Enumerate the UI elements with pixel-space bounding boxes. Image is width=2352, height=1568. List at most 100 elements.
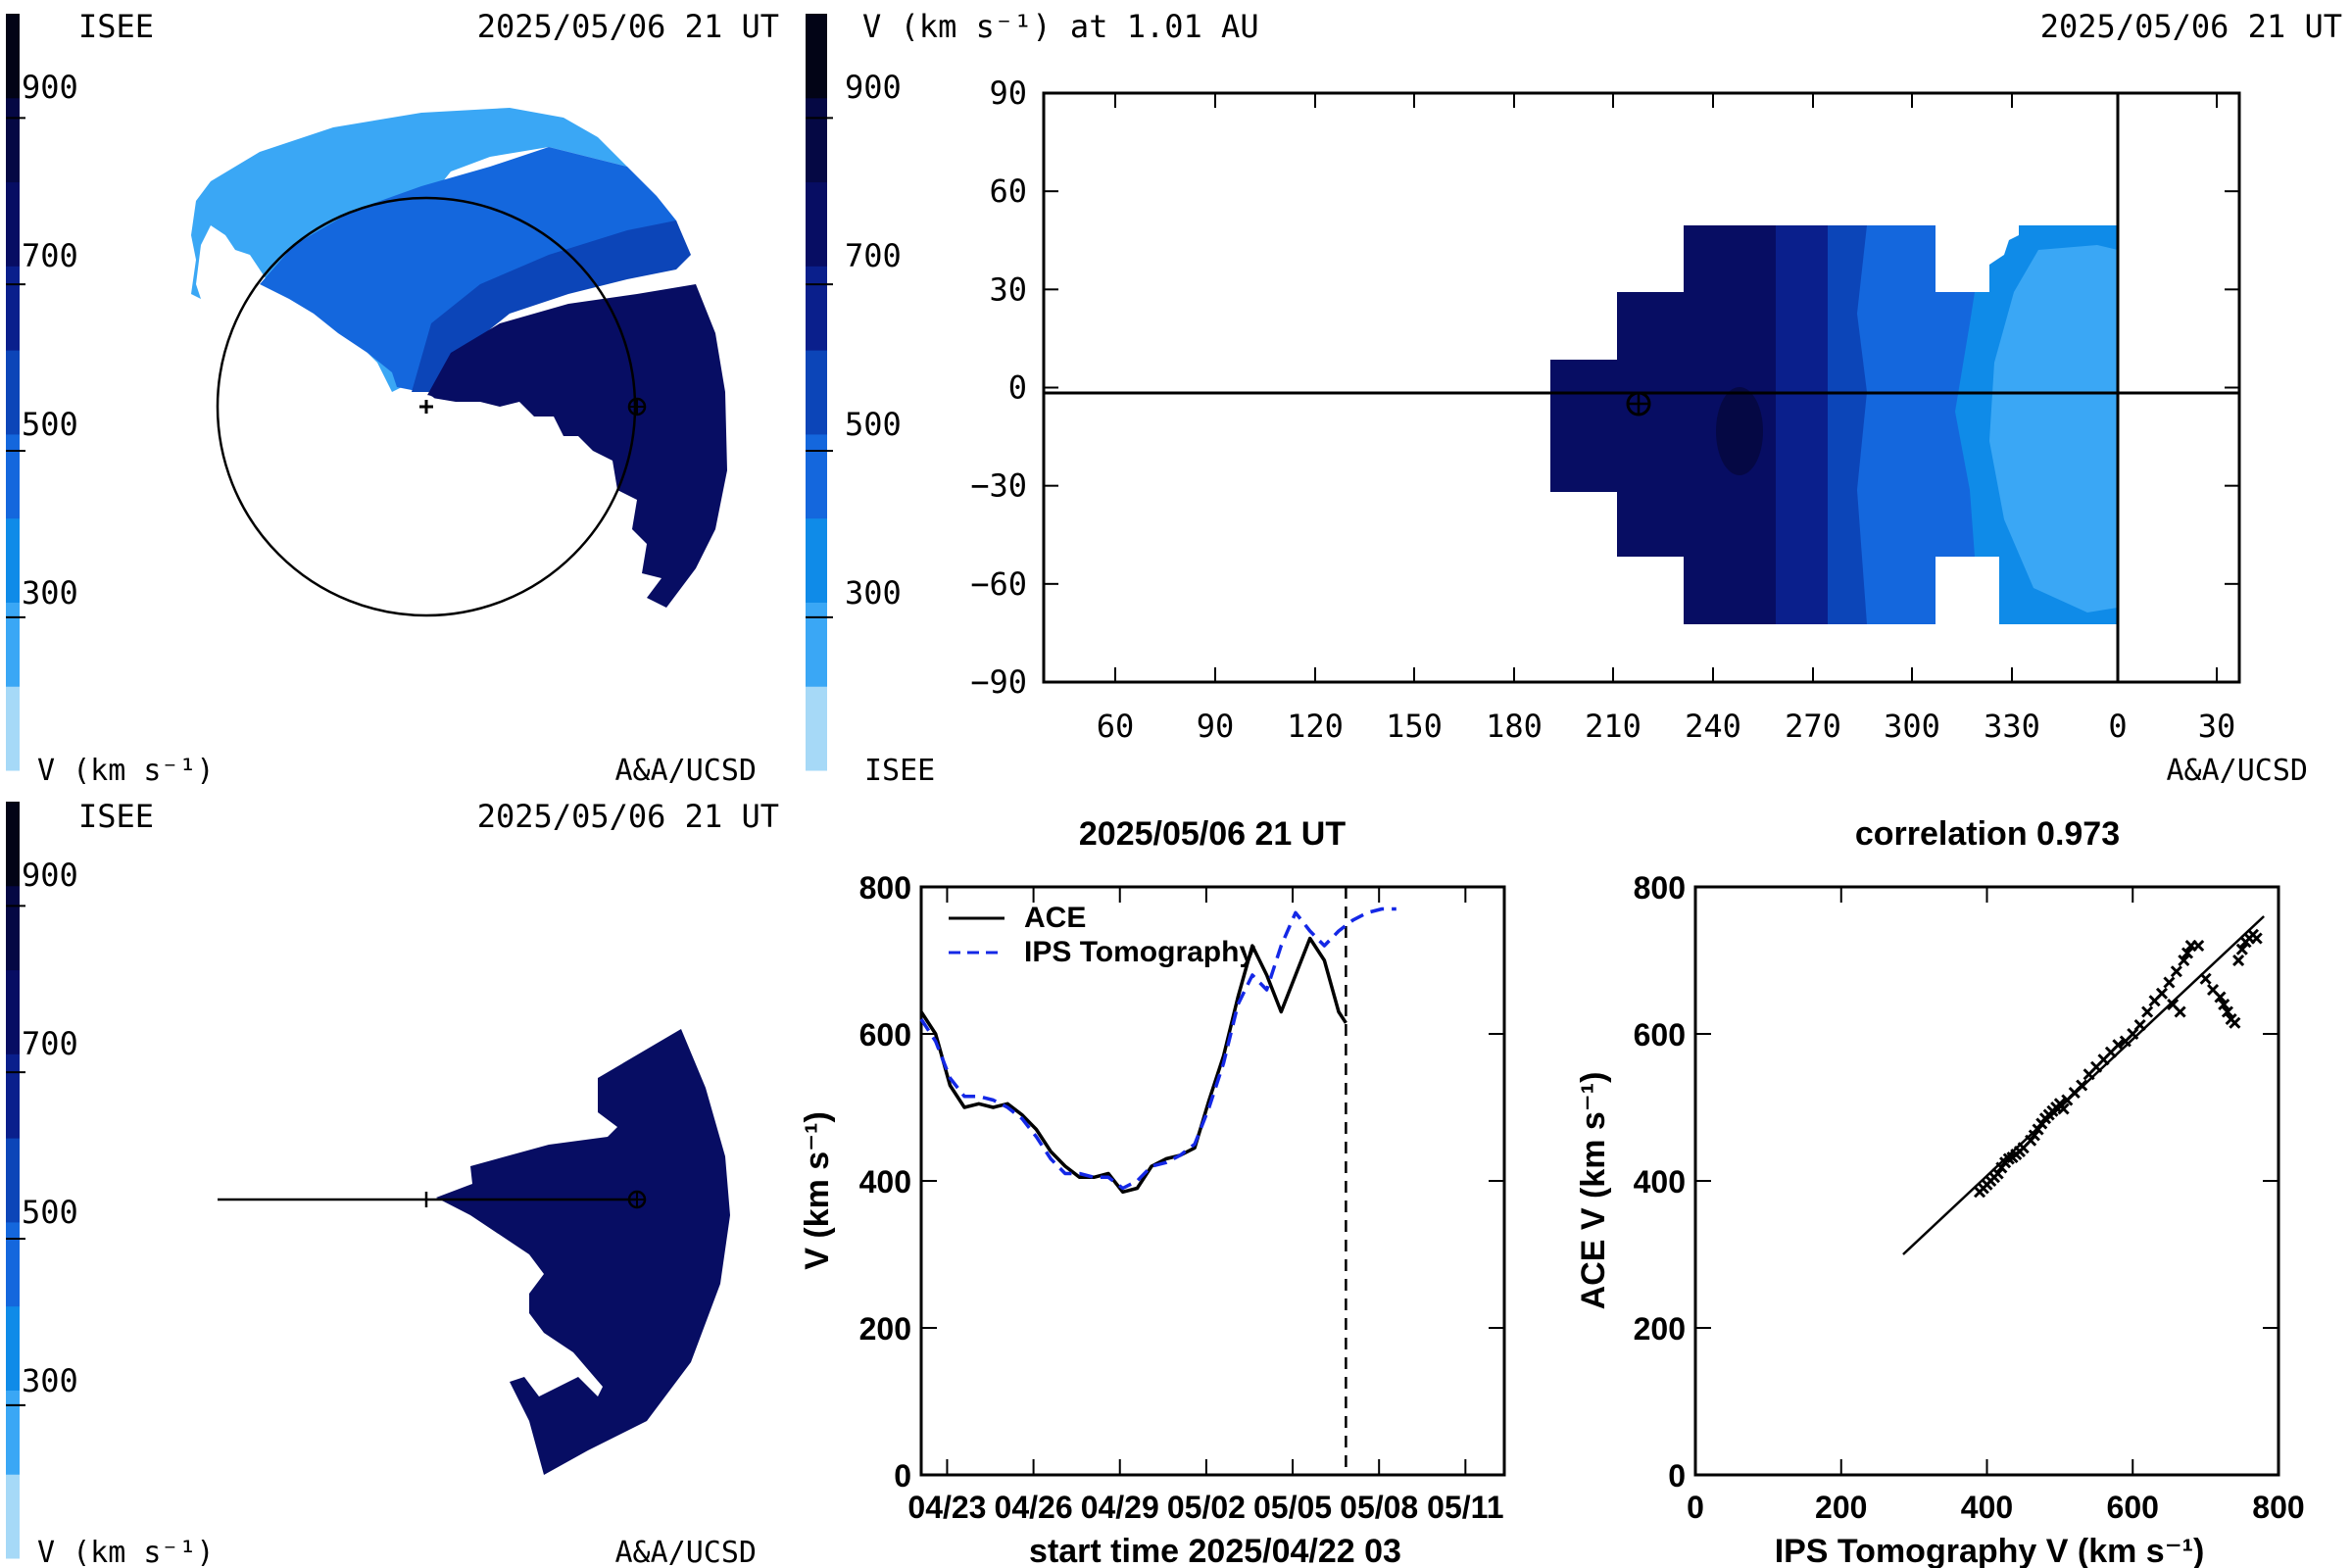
colorbar-swatch	[6, 517, 20, 603]
scatter-y-tick-label: 600	[1634, 1017, 1686, 1053]
scatter-y-tick-label: 400	[1634, 1164, 1686, 1200]
colorbar-swatch	[806, 14, 827, 99]
scatter-point	[2163, 976, 2176, 989]
map-x-tick-label: 270	[1785, 708, 1841, 745]
timeseries-y-tick-label: 0	[894, 1458, 911, 1494]
panel-time-series: 2025/05/06 21 UT 0 200 400 600 800 04/23 04/26…	[799, 815, 1506, 1568]
scatter-x-tick-label: 0	[1687, 1490, 1704, 1525]
bottom-colorbar-label: V (km s⁻¹)	[37, 1536, 215, 1568]
scatter-x-tick-label: 400	[1961, 1490, 2013, 1525]
map-credit-label: A&A/UCSD	[2167, 754, 2309, 788]
scatter-x-tick-label: 800	[2252, 1490, 2304, 1525]
colorbar-top-left	[6, 14, 25, 771]
colorbar-swatch	[806, 433, 827, 519]
timeseries-x-tick-label: 05/08	[1340, 1490, 1418, 1525]
scatter-frame	[1693, 885, 2280, 1477]
scatter-ylabel: ACE V (km s⁻¹)	[1575, 1072, 1612, 1310]
velocity-region-medium	[412, 220, 691, 392]
scatter-point	[2170, 965, 2182, 978]
colorbar-swatch	[6, 433, 20, 519]
timeseries-y-tick-label: 600	[859, 1017, 911, 1053]
colorbar-map	[806, 14, 833, 771]
bottom-earth-icon	[627, 1190, 647, 1209]
map-region-core	[1716, 387, 1763, 475]
series-ips-tomography-line	[919, 906, 1396, 1191]
map-colorbar-tick-500: 500	[845, 406, 902, 443]
colorbar-swatch	[6, 1054, 20, 1139]
colorbar-swatch	[806, 686, 827, 771]
bottom-colorbar-tick-300: 300	[22, 1362, 78, 1399]
legend-ace-label: ACE	[1024, 902, 1086, 934]
timeseries-y-tick-label: 400	[859, 1164, 911, 1200]
scatter-y-tick-label: 800	[1634, 870, 1686, 906]
scatter-point	[2174, 1005, 2186, 1018]
scatter-x-tick-label: 200	[1815, 1490, 1867, 1525]
velocity-region-mid	[260, 147, 686, 392]
map-x-tick-label: 210	[1585, 708, 1642, 745]
map-x-tick-label: 60	[1097, 708, 1135, 745]
map-earth-icon	[1626, 391, 1651, 416]
scatter-point	[2180, 947, 2194, 959]
scatter-point	[2192, 939, 2205, 953]
map-x-tick-label: 330	[1984, 708, 2040, 745]
earth-icon	[627, 397, 647, 416]
colorbar-swatch	[6, 1138, 20, 1223]
map-x-tick-label: 30	[2198, 708, 2236, 745]
panel-scatter: correlation 0.973 0 200 400 600 800 0 200 400 60…	[1575, 815, 2305, 1568]
map-colorbar-tick-300: 300	[845, 574, 902, 612]
series-ace-line	[919, 936, 1348, 1195]
scatter-point	[2229, 1016, 2241, 1029]
timeseries-ylabel: V (km s⁻¹)	[799, 1111, 836, 1270]
map-title: V (km s⁻¹) at 1.01 AU	[862, 8, 1259, 45]
scatter-point	[2076, 1079, 2088, 1092]
colorbar-label: V (km s⁻¹)	[37, 754, 215, 788]
scatter-plot: 0 200 400 600 800 0 200 400 600 800	[1634, 870, 2305, 1525]
timeseries-legend: ACE IPS Tomography	[949, 902, 1255, 968]
colorbar-tick-700: 700	[22, 237, 78, 274]
map-y-tick-label: −90	[970, 663, 1027, 701]
map-y-tick-label: 90	[989, 74, 1027, 112]
scatter-point	[2250, 932, 2263, 945]
bottom-timestamp-label: 2025/05/06 21 UT	[477, 798, 779, 835]
scatter-y-tick-label: 0	[1668, 1458, 1686, 1494]
map-y-tick-label: −30	[970, 467, 1027, 505]
map-y-tick-label: 0	[1008, 369, 1027, 407]
bottom-credit-label: A&A/UCSD	[615, 1536, 758, 1568]
timeseries-x-tick-label: 05/02	[1167, 1490, 1246, 1525]
map-y-tick-label: 30	[989, 270, 1027, 308]
colorbar-swatch	[6, 1221, 20, 1307]
velocity-region-fast	[426, 284, 727, 608]
sun-plus-icon	[419, 400, 433, 414]
scatter-point	[2232, 954, 2245, 967]
colorbar-swatch	[6, 686, 20, 771]
scatter-point	[2218, 998, 2230, 1011]
colorbar-swatch	[806, 266, 827, 351]
colorbar-swatch	[6, 14, 20, 99]
colorbar-bottom-left	[6, 802, 25, 1559]
map-x-tick-label: 120	[1287, 708, 1344, 745]
colorbar-tick-500: 500	[22, 406, 78, 443]
scatter-point	[2133, 1018, 2146, 1032]
colorbar-swatch	[806, 97, 827, 183]
scatter-point	[2032, 1123, 2044, 1136]
scatter-point	[2199, 972, 2212, 985]
map-x-tick-label: 180	[1486, 708, 1543, 745]
scatter-xlabel: IPS Tomography V (km s⁻¹)	[1775, 1533, 2205, 1568]
scatter-title: correlation 0.973	[1855, 815, 2120, 853]
map-x-tick-label: 90	[1197, 708, 1235, 745]
timeseries-title: 2025/05/06 21 UT	[1079, 815, 1346, 853]
colorbar-swatch	[6, 266, 20, 351]
legend-ips-label: IPS Tomography	[1024, 936, 1255, 968]
colorbar-tick-300: 300	[22, 574, 78, 612]
colorbar-swatch	[6, 1474, 20, 1559]
scatter-point	[2235, 943, 2248, 956]
timeseries-y-tick-label: 800	[859, 870, 911, 906]
colorbar-swatch	[806, 517, 827, 603]
scatter-point	[2141, 1005, 2154, 1018]
timeseries-frame	[919, 885, 1506, 1477]
scatter-point	[2112, 1039, 2125, 1052]
map-x-tick-label: 0	[2108, 708, 2127, 745]
colorbar-swatch	[806, 602, 827, 687]
